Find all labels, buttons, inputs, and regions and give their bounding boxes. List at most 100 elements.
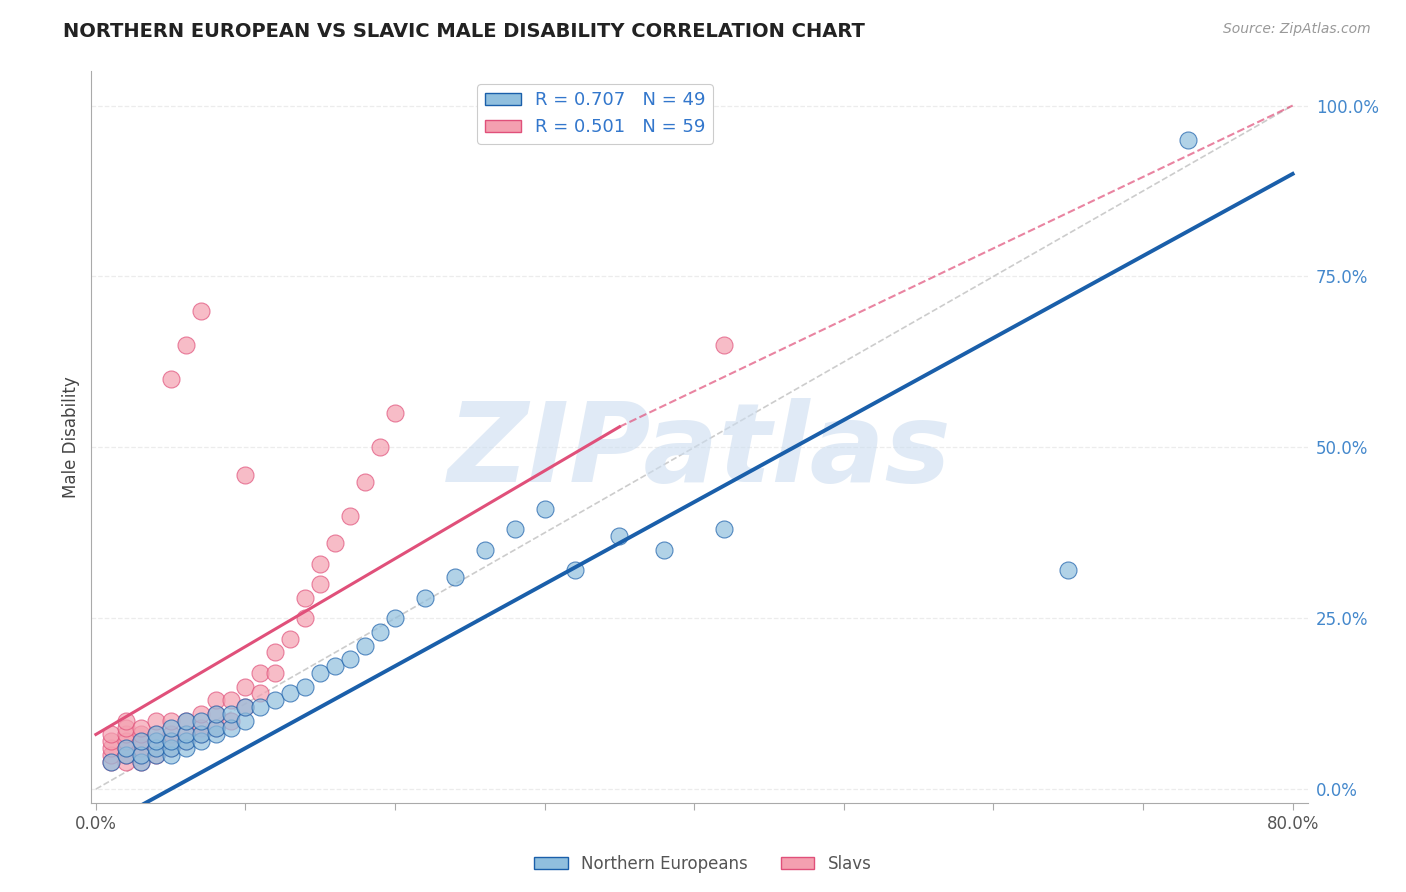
Point — [100, 741, 122, 756]
Point — [190, 706, 212, 721]
Point — [609, 529, 631, 543]
Point — [533, 501, 555, 516]
Point — [384, 611, 406, 625]
Point — [129, 734, 152, 748]
Point — [1177, 133, 1199, 147]
Point — [354, 639, 377, 653]
Point — [713, 522, 735, 536]
Point — [145, 741, 167, 756]
Point — [264, 645, 287, 659]
Point — [503, 522, 526, 536]
Point — [159, 372, 181, 386]
Point — [413, 591, 436, 605]
Point — [1057, 563, 1080, 577]
Point — [235, 700, 257, 714]
Point — [652, 542, 675, 557]
Point — [100, 734, 122, 748]
Point — [444, 570, 467, 584]
Point — [190, 303, 212, 318]
Point — [174, 338, 197, 352]
Point — [204, 721, 226, 735]
Point — [264, 693, 287, 707]
Point — [219, 693, 242, 707]
Legend: Northern Europeans, Slavs: Northern Europeans, Slavs — [527, 848, 879, 880]
Point — [235, 714, 257, 728]
Point — [280, 686, 302, 700]
Point — [174, 727, 197, 741]
Point — [309, 577, 332, 591]
Point — [204, 727, 226, 741]
Point — [145, 747, 167, 762]
Point — [564, 563, 586, 577]
Point — [174, 727, 197, 741]
Point — [114, 747, 136, 762]
Point — [204, 693, 226, 707]
Point — [100, 747, 122, 762]
Point — [159, 741, 181, 756]
Point — [339, 652, 361, 666]
Point — [114, 741, 136, 756]
Point — [294, 680, 316, 694]
Point — [174, 734, 197, 748]
Point — [114, 721, 136, 735]
Point — [384, 406, 406, 420]
Point — [249, 700, 271, 714]
Point — [713, 338, 735, 352]
Point — [129, 747, 152, 762]
Point — [190, 714, 212, 728]
Point — [190, 734, 212, 748]
Point — [339, 508, 361, 523]
Point — [323, 659, 346, 673]
Point — [145, 747, 167, 762]
Point — [309, 665, 332, 680]
Point — [474, 542, 496, 557]
Point — [204, 721, 226, 735]
Point — [204, 706, 226, 721]
Point — [159, 727, 181, 741]
Point — [145, 714, 167, 728]
Point — [159, 747, 181, 762]
Point — [114, 755, 136, 769]
Point — [174, 714, 197, 728]
Point — [100, 755, 122, 769]
Point — [145, 727, 167, 741]
Point — [159, 721, 181, 735]
Point — [235, 700, 257, 714]
Point — [249, 665, 271, 680]
Text: Source: ZipAtlas.com: Source: ZipAtlas.com — [1223, 22, 1371, 37]
Point — [219, 714, 242, 728]
Point — [114, 714, 136, 728]
Point — [129, 727, 152, 741]
Point — [145, 741, 167, 756]
Point — [159, 714, 181, 728]
Point — [145, 727, 167, 741]
Point — [129, 734, 152, 748]
Point — [264, 665, 287, 680]
Point — [204, 706, 226, 721]
Point — [114, 747, 136, 762]
Text: NORTHERN EUROPEAN VS SLAVIC MALE DISABILITY CORRELATION CHART: NORTHERN EUROPEAN VS SLAVIC MALE DISABIL… — [63, 22, 865, 41]
Point — [249, 686, 271, 700]
Point — [174, 714, 197, 728]
Point — [100, 727, 122, 741]
Point — [145, 734, 167, 748]
Point — [174, 741, 197, 756]
Point — [129, 741, 152, 756]
Point — [174, 734, 197, 748]
Point — [100, 755, 122, 769]
Point — [159, 741, 181, 756]
Point — [309, 557, 332, 571]
Point — [219, 706, 242, 721]
Point — [159, 734, 181, 748]
Point — [294, 591, 316, 605]
Point — [219, 721, 242, 735]
Point — [235, 680, 257, 694]
Point — [129, 747, 152, 762]
Point — [145, 734, 167, 748]
Y-axis label: Male Disability: Male Disability — [62, 376, 80, 498]
Legend: R = 0.707   N = 49, R = 0.501   N = 59: R = 0.707 N = 49, R = 0.501 N = 59 — [478, 84, 713, 144]
Point — [129, 755, 152, 769]
Point — [354, 475, 377, 489]
Point — [159, 734, 181, 748]
Point — [114, 727, 136, 741]
